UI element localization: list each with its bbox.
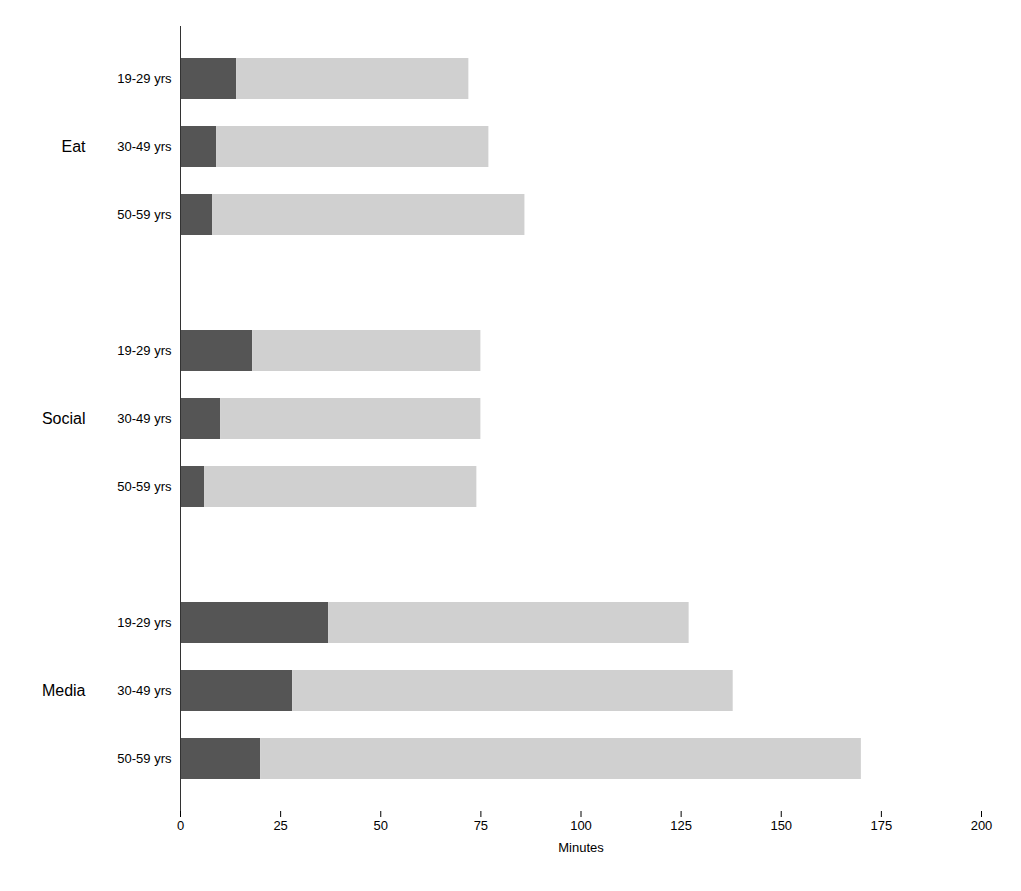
svg-text:150: 150 <box>770 818 792 833</box>
svg-text:0: 0 <box>177 818 184 833</box>
svg-text:30-49 yrs: 30-49 yrs <box>117 411 172 426</box>
svg-text:75: 75 <box>474 818 488 833</box>
svg-text:19-29 yrs: 19-29 yrs <box>117 343 172 358</box>
svg-text:50-59 yrs: 50-59 yrs <box>117 479 172 494</box>
svg-text:50-59 yrs: 50-59 yrs <box>117 751 172 766</box>
svg-text:125: 125 <box>670 818 692 833</box>
svg-text:Media: Media <box>42 682 86 699</box>
svg-text:30-49 yrs: 30-49 yrs <box>117 683 172 698</box>
svg-text:30-49 yrs: 30-49 yrs <box>117 139 172 154</box>
svg-text:50: 50 <box>374 818 388 833</box>
svg-text:175: 175 <box>871 818 893 833</box>
svg-text:19-29 yrs: 19-29 yrs <box>117 615 172 630</box>
svg-text:Social: Social <box>42 410 86 427</box>
svg-text:50-59 yrs: 50-59 yrs <box>117 207 172 222</box>
svg-text:Eat: Eat <box>61 138 86 155</box>
svg-text:25: 25 <box>273 818 287 833</box>
svg-text:Minutes: Minutes <box>558 840 604 855</box>
svg-text:19-29 yrs: 19-29 yrs <box>117 71 172 86</box>
svg-text:100: 100 <box>570 818 592 833</box>
svg-text:200: 200 <box>971 818 993 833</box>
